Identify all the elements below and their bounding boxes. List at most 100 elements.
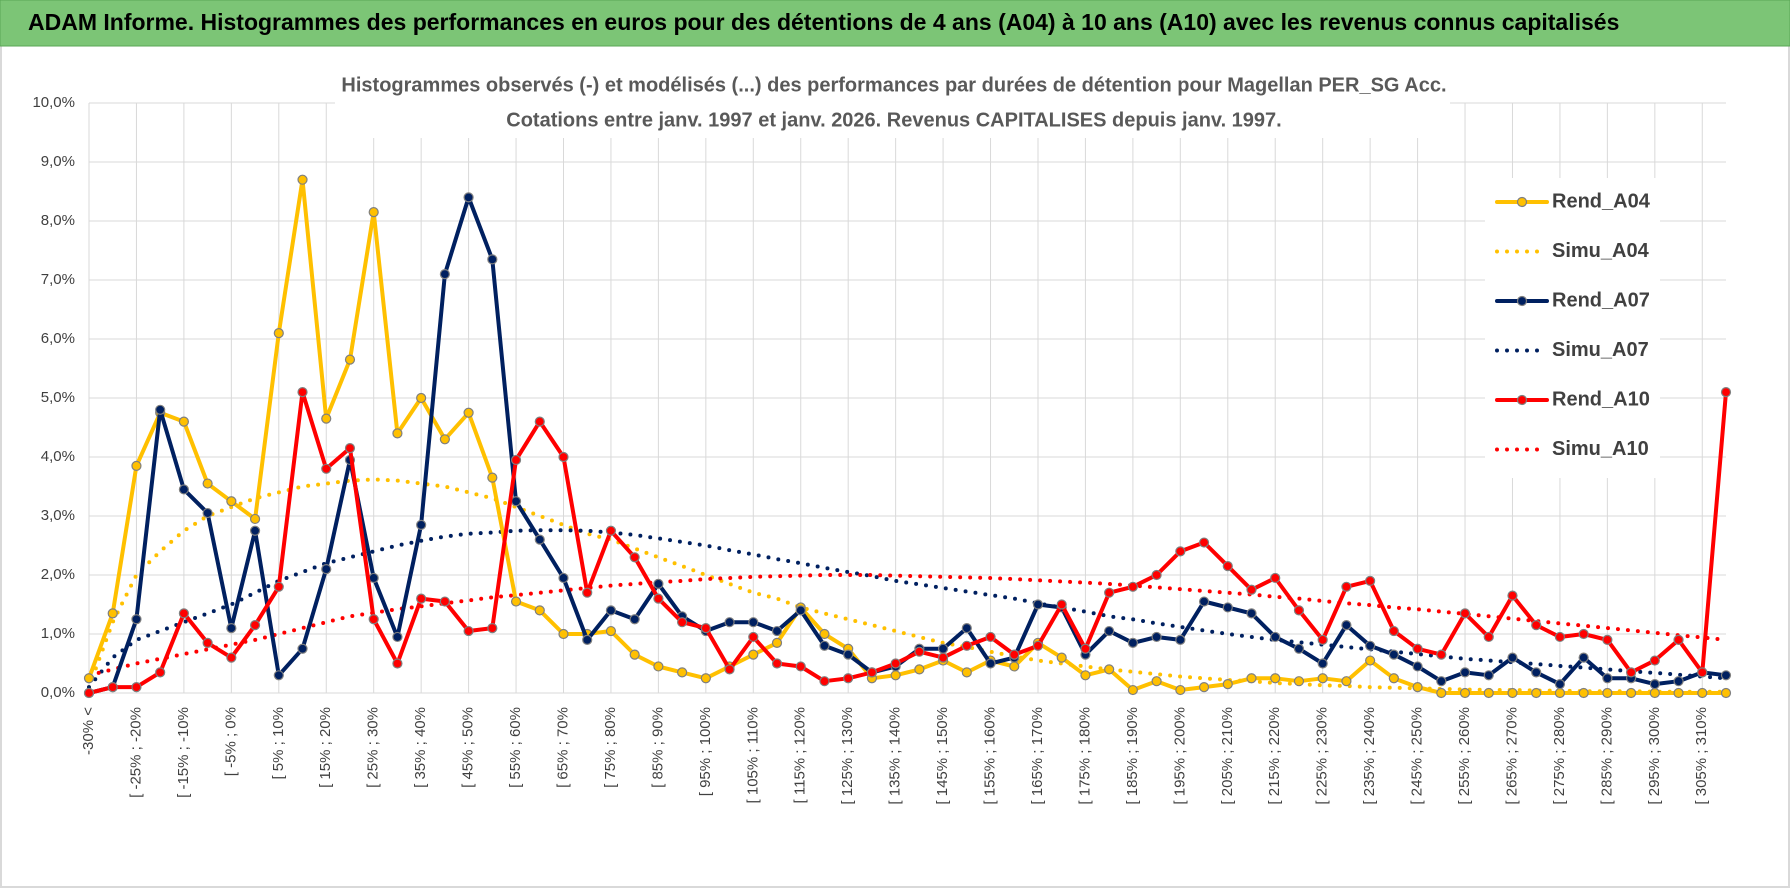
point [463, 407, 474, 418]
point [534, 605, 545, 616]
point [1459, 687, 1471, 699]
point [1365, 575, 1376, 587]
x-tick-label: [ 95% ; 100% [697, 707, 714, 796]
point [1104, 625, 1115, 637]
point [605, 625, 617, 637]
point [1554, 631, 1566, 643]
point [985, 631, 996, 643]
x-tick-label: [ 175% ; 180% [1076, 707, 1093, 805]
point [155, 404, 166, 415]
point [1222, 679, 1233, 690]
point [1317, 634, 1328, 646]
point [629, 552, 640, 563]
point [1198, 537, 1210, 548]
x-tick-label: [ 5% ; 10% [270, 707, 287, 780]
point [653, 661, 664, 672]
series-line [87, 177, 1728, 695]
point [558, 572, 569, 584]
point [1175, 546, 1186, 557]
x-tick-label: [ 205% ; 210% [1219, 707, 1236, 805]
series-line [87, 573, 1728, 678]
point [1507, 687, 1518, 699]
point [1412, 681, 1423, 693]
point [1602, 634, 1613, 646]
point [1009, 661, 1020, 672]
x-tick-label: [ 225% ; 230% [1314, 707, 1331, 805]
point [416, 593, 427, 604]
point [487, 254, 498, 265]
point [1365, 640, 1376, 651]
point [1459, 667, 1471, 678]
point [1412, 643, 1423, 654]
subtitle-bg [335, 70, 1450, 138]
point [1056, 599, 1067, 610]
x-tick-label: [ 75% ; 80% [602, 707, 619, 788]
page-title: ADAM Informe. Histogrammes des performan… [28, 9, 1619, 35]
y-tick-label: 1,0% [41, 625, 75, 642]
x-tick-label: [ 105% ; 110% [744, 707, 761, 803]
point [1602, 687, 1613, 699]
point [131, 460, 142, 471]
point [771, 658, 783, 669]
x-tick-label: [ 245% ; 250% [1409, 707, 1426, 805]
point [1649, 687, 1660, 699]
point [1198, 596, 1210, 607]
point [463, 625, 474, 637]
chart-subtitle: Histogrammes observés (-) et modélisés (… [341, 74, 1446, 96]
point [83, 687, 95, 699]
point [273, 670, 284, 681]
point [1246, 584, 1257, 595]
point [700, 622, 711, 634]
point [416, 519, 427, 530]
point [795, 661, 806, 672]
point [131, 681, 142, 693]
y-tick-label: 6,0% [41, 330, 75, 347]
point [202, 637, 213, 648]
y-tick-label: 10,0% [32, 94, 75, 111]
point [1720, 687, 1732, 699]
point [1222, 561, 1233, 572]
point [487, 472, 498, 483]
point [771, 637, 783, 648]
point [1104, 664, 1115, 675]
point [1436, 676, 1447, 687]
point [1056, 652, 1067, 663]
point [155, 667, 166, 678]
point [1649, 679, 1660, 690]
point [131, 614, 142, 625]
point [937, 643, 949, 654]
point [890, 670, 901, 681]
point [1507, 652, 1518, 663]
point [1531, 687, 1542, 699]
point [748, 649, 759, 660]
point [558, 628, 569, 640]
point [249, 620, 261, 631]
point [937, 652, 949, 663]
point [226, 496, 237, 507]
y-tick-label: 8,0% [41, 212, 75, 229]
point [1388, 625, 1399, 637]
point [83, 673, 95, 684]
x-tick-label: [ 265% ; 270% [1503, 707, 1520, 805]
x-tick-label: [ 235% ; 240% [1361, 707, 1378, 805]
point [1080, 670, 1091, 681]
legend-bg [1485, 178, 1660, 478]
x-tick-label: -30% < [80, 707, 97, 755]
y-tick-label: 4,0% [41, 448, 75, 465]
point [961, 640, 972, 651]
point [1412, 661, 1423, 672]
point [866, 667, 878, 678]
point [107, 608, 118, 619]
legend-label: Simu_A10 [1552, 438, 1649, 460]
point [1388, 673, 1399, 684]
point [297, 387, 308, 398]
point [653, 578, 664, 589]
point [226, 652, 237, 663]
point [961, 667, 972, 678]
x-tick-label: [ 305% ; 310% [1693, 707, 1710, 805]
point [1720, 670, 1732, 681]
point [1531, 620, 1542, 631]
point [771, 625, 783, 637]
